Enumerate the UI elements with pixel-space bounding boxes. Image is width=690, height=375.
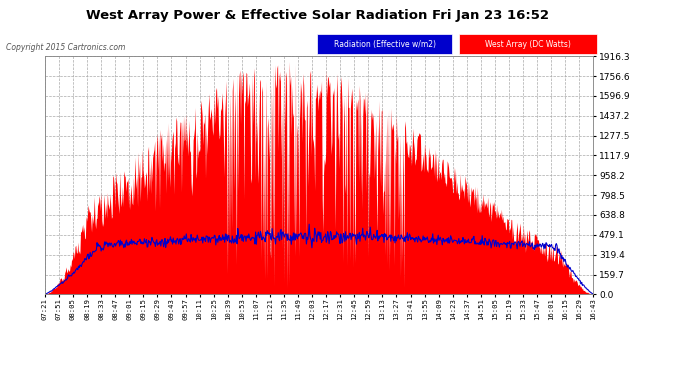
Text: West Array (DC Watts): West Array (DC Watts) (485, 40, 571, 49)
Text: Copyright 2015 Cartronics.com: Copyright 2015 Cartronics.com (6, 43, 125, 52)
Text: Radiation (Effective w/m2): Radiation (Effective w/m2) (334, 40, 436, 49)
Text: West Array Power & Effective Solar Radiation Fri Jan 23 16:52: West Array Power & Effective Solar Radia… (86, 9, 549, 22)
